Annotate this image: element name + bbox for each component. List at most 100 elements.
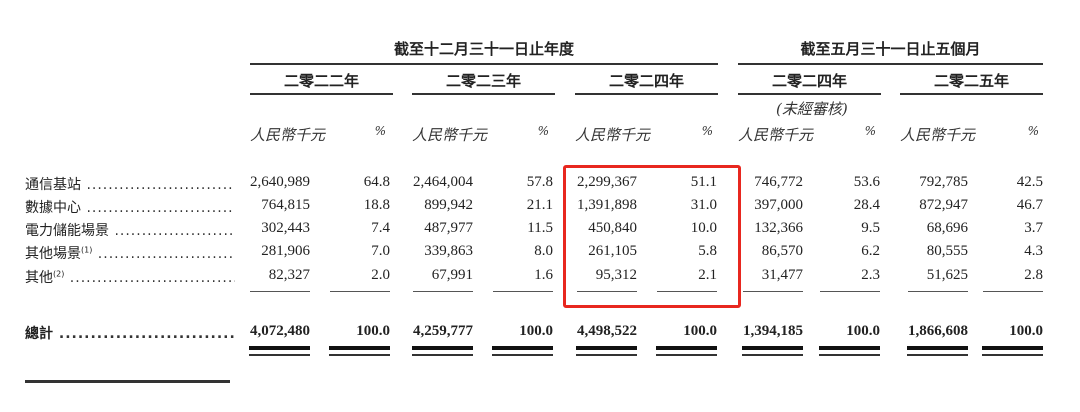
table-cell: 2,299,367	[577, 174, 637, 190]
row-label: 其他(2) ..................................…	[25, 267, 235, 287]
unit-percent-label: %	[864, 124, 876, 138]
leader-dots: ........................................…	[114, 223, 235, 239]
double-rule	[492, 354, 553, 356]
table-cell: 46.7	[1016, 197, 1043, 213]
table-cell: 487,977	[424, 220, 473, 236]
row-label: 電力儲能場景 .................................…	[25, 220, 235, 240]
double-rule	[656, 346, 717, 350]
row-label-text: 電力儲能場景	[25, 223, 109, 239]
table-cell: 2.1	[698, 267, 717, 283]
subtotal-rule	[983, 291, 1043, 292]
table-cell: 18.8	[363, 197, 390, 213]
table-cell: 2.0	[371, 267, 390, 283]
total-label-text: 總計	[25, 326, 53, 342]
double-rule	[742, 354, 803, 356]
table-cell: 4.3	[1024, 243, 1043, 259]
row-label-text: 其他	[25, 270, 53, 286]
unit-percent-label: %	[1027, 124, 1039, 138]
table-cell: 339,863	[424, 243, 473, 259]
footnote-marker: (2)	[53, 269, 65, 279]
year-header-rule	[575, 93, 718, 95]
year-header: 二零二五年	[933, 72, 1009, 90]
total-cell: 100.0	[1009, 323, 1043, 339]
year-header: 二零二二年	[283, 72, 359, 90]
group-header-rule	[738, 63, 1043, 65]
double-rule	[249, 354, 310, 356]
total-cell: 100.0	[519, 323, 553, 339]
total-cell: 1,394,185	[743, 323, 803, 339]
table-cell: 11.5	[527, 220, 553, 236]
table-cell: 57.8	[526, 174, 553, 190]
year-header: 二零二四年	[771, 72, 847, 90]
table-cell: 64.8	[363, 174, 390, 190]
leader-dots: ........................................…	[97, 246, 235, 262]
row-label-text: 其他場景	[25, 246, 81, 262]
year-header-rule	[900, 93, 1043, 95]
subtotal-rule	[657, 291, 717, 292]
total-cell: 1,866,608	[908, 323, 968, 339]
table-cell: 8.0	[534, 243, 553, 259]
double-rule	[412, 346, 473, 350]
subtotal-rule	[330, 291, 390, 292]
unit-amount-label: 人民幣千元	[412, 126, 488, 144]
double-rule	[819, 346, 880, 350]
leader-dots: ........................................…	[86, 177, 235, 193]
footnote-separator	[25, 380, 230, 383]
year-header-rule	[250, 93, 393, 95]
row-label-text: 數據中心	[25, 200, 81, 216]
subtotal-rule	[250, 291, 310, 292]
total-cell: 4,498,522	[577, 323, 637, 339]
table-cell: 7.0	[371, 243, 390, 259]
unit-percent-label: %	[537, 124, 549, 138]
table-cell: 68,696	[926, 220, 968, 236]
table-cell: 302,443	[261, 220, 310, 236]
unit-percent-label: %	[374, 124, 386, 138]
table-cell: 132,366	[754, 220, 803, 236]
table-cell: 261,105	[588, 243, 637, 259]
table-cell: 746,772	[754, 174, 803, 190]
table-cell: 1.6	[534, 267, 553, 283]
footnote-marker: (1)	[81, 245, 93, 255]
table-cell: 86,570	[761, 243, 803, 259]
row-label-text: 通信基站	[25, 177, 81, 193]
table-cell: 10.0	[690, 220, 717, 236]
table-cell: 792,785	[919, 174, 968, 190]
total-label: 總計 .....................................…	[25, 323, 235, 343]
group-header-five-months: 截至五月三十一日止五個月	[800, 40, 981, 58]
double-rule	[412, 354, 473, 356]
double-rule	[819, 354, 880, 356]
table-cell: 7.4	[371, 220, 390, 236]
subtotal-rule	[493, 291, 553, 292]
highlight-box	[563, 165, 741, 308]
table-cell: 67,991	[431, 267, 473, 283]
row-label: 通信基站 ...................................…	[25, 174, 235, 194]
year-header: 二零二三年	[445, 72, 521, 90]
table-cell: 6.2	[861, 243, 880, 259]
table-cell: 2.8	[1024, 267, 1043, 283]
table-cell: 21.1	[526, 197, 553, 213]
double-rule	[982, 346, 1043, 350]
table-cell: 450,840	[588, 220, 637, 236]
double-rule	[742, 346, 803, 350]
subtotal-rule	[413, 291, 473, 292]
unit-amount-label: 人民幣千元	[738, 126, 814, 144]
year-header-rule	[738, 93, 881, 95]
double-rule	[329, 354, 390, 356]
subtotal-rule	[743, 291, 803, 292]
total-cell: 100.0	[683, 323, 717, 339]
table-cell: 51.1	[690, 174, 717, 190]
double-rule	[576, 354, 637, 356]
subtotal-rule	[820, 291, 880, 292]
row-label: 數據中心 ...................................…	[25, 197, 235, 217]
subtotal-rule	[577, 291, 637, 292]
total-cell: 4,259,777	[413, 323, 473, 339]
year-header-rule	[412, 93, 555, 95]
table-cell: 3.7	[1024, 220, 1043, 236]
table-cell: 53.6	[853, 174, 880, 190]
table-cell: 764,815	[261, 197, 310, 213]
table-cell: 28.4	[853, 197, 880, 213]
double-rule	[907, 354, 968, 356]
group-header-rule	[250, 63, 718, 65]
double-rule	[329, 346, 390, 350]
table-cell: 80,555	[926, 243, 968, 259]
